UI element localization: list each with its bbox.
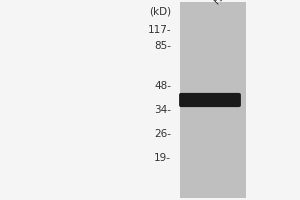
Text: 117-: 117- (147, 25, 171, 35)
Text: 48-: 48- (154, 81, 171, 91)
Text: (kD): (kD) (149, 7, 171, 17)
Text: HepG2: HepG2 (212, 0, 244, 6)
Bar (180, 2, 246, 198)
Text: 19-: 19- (154, 153, 171, 163)
FancyBboxPatch shape (179, 93, 241, 107)
Text: 26-: 26- (154, 129, 171, 139)
Text: 34-: 34- (154, 105, 171, 115)
Text: 85-: 85- (154, 41, 171, 51)
